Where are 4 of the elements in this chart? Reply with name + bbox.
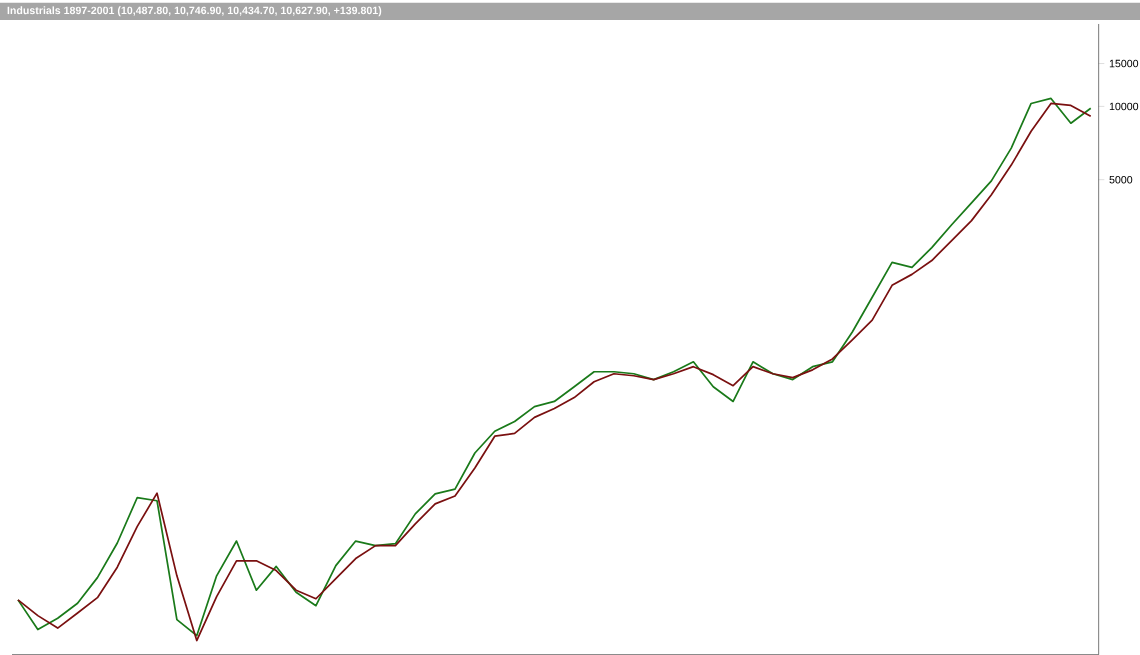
y-tick-label: 15000 — [1109, 59, 1139, 68]
y-tick-label: 10000 — [1109, 102, 1139, 111]
y-tick-label: 5000 — [1109, 176, 1133, 184]
chart-title: Industrials 1897-2001 (10,487.80, 10,746.90, 10,434.70, 10,627.90, +139.801) — [7, 6, 382, 17]
